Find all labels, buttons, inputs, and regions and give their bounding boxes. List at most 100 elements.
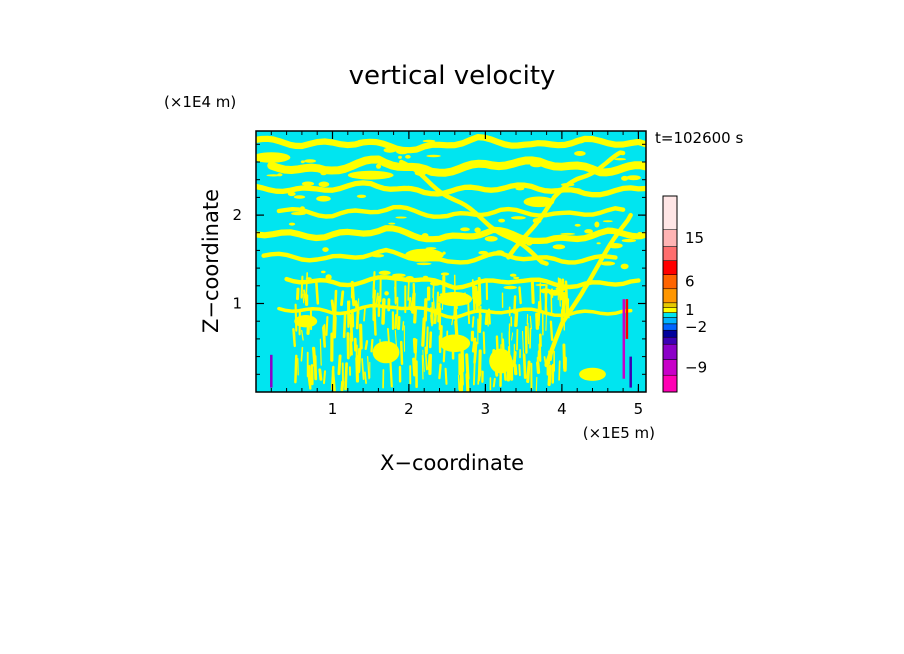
x-tick-label: 4: [557, 400, 567, 418]
colorbar-segment: [662, 317, 678, 325]
x-unit-label: (×1E5 m): [583, 424, 655, 442]
yellow-speckle: [301, 181, 315, 186]
yellow-streak: [424, 346, 428, 371]
yellow-speckle: [484, 236, 498, 242]
yellow-speckle: [478, 250, 489, 255]
yellow-streak: [535, 312, 540, 330]
yellow-streak: [361, 358, 365, 380]
colorbar-segment: [662, 312, 678, 318]
yellow-streak: [537, 300, 541, 321]
yellow-streak: [521, 330, 525, 355]
yellow-streak: [445, 330, 449, 350]
yellow-streak: [548, 350, 551, 365]
yellow-streak: [425, 326, 429, 355]
yellow-streak: [558, 360, 561, 381]
yellow-speckle: [277, 173, 283, 177]
yellow-streak: [465, 353, 470, 380]
yellow-streak: [530, 280, 535, 305]
yellow-speckle: [530, 162, 543, 168]
yellow-speckle: [291, 211, 306, 216]
yellow-patch: [347, 170, 394, 180]
yellow-speckle: [521, 240, 531, 245]
yellow-speckle: [416, 262, 432, 266]
yellow-speckle: [304, 159, 317, 163]
yellow-streak: [322, 326, 326, 348]
yellow-speckle: [607, 243, 623, 249]
yellow-speckle: [571, 188, 582, 193]
yellow-speckle: [307, 185, 312, 191]
y-unit-label: (×1E4 m): [164, 93, 236, 111]
colorbar-segment: [662, 274, 678, 290]
yellow-streak: [423, 298, 428, 322]
y-tick-label: 2: [232, 206, 242, 224]
yellow-streak: [511, 332, 514, 341]
yellow-speckle: [429, 281, 442, 286]
yellow-streak: [438, 363, 442, 380]
yellow-streak: [390, 342, 393, 357]
yellow-streak: [529, 315, 533, 330]
yellow-streak: [529, 327, 532, 349]
yellow-streak: [296, 287, 300, 301]
yellow-speckle: [405, 276, 414, 280]
yellow-streak: [342, 312, 347, 339]
yellow-speckle: [383, 147, 396, 153]
yellow-band: [261, 247, 618, 265]
yellow-streak: [410, 300, 414, 312]
yellow-speckle: [532, 218, 542, 224]
yellow-streak: [461, 344, 464, 354]
plot-frame: [255, 130, 647, 393]
yellow-streak: [412, 357, 417, 377]
yellow-streak: [506, 356, 511, 382]
yellow-streak: [314, 280, 320, 305]
yellow-streak: [474, 285, 479, 311]
yellow-speckle: [316, 195, 331, 202]
yellow-streak: [337, 354, 342, 376]
velocity-field: [256, 134, 646, 392]
yellow-streak: [459, 359, 464, 387]
yellow-streak: [513, 295, 517, 314]
yellow-patch: [372, 341, 400, 364]
yellow-band: [267, 155, 646, 177]
yellow-streak: [359, 323, 363, 350]
yellow-streak: [518, 286, 522, 305]
yellow-speckle: [460, 227, 470, 232]
yellow-streak: [471, 337, 477, 353]
yellow-streak: [308, 365, 312, 390]
colorbar-segment: [662, 343, 678, 360]
yellow-streak: [436, 291, 440, 313]
yellow-streak: [386, 327, 391, 347]
yellow-streak: [433, 308, 438, 325]
yellow-patch: [294, 315, 318, 328]
yellow-streak: [407, 278, 410, 301]
yellow-streak: [332, 307, 335, 336]
yellow-streak: [350, 280, 356, 307]
yellow-streak: [381, 298, 386, 325]
yellow-speckle: [614, 158, 626, 161]
colorbar-segment: [662, 195, 678, 230]
yellow-speckle: [266, 174, 281, 177]
colorbar-segment: [662, 329, 678, 338]
yellow-speckle: [396, 149, 409, 155]
yellow-streak: [294, 303, 298, 332]
yellow-streak: [319, 338, 322, 366]
yellow-streak: [430, 307, 433, 327]
yellow-speckle: [322, 247, 329, 253]
yellow-streak: [518, 364, 521, 377]
yellow-streak: [472, 358, 476, 386]
yellow-speckle: [561, 183, 575, 187]
yellow-speckle: [547, 237, 559, 240]
yellow-streak: [318, 368, 323, 381]
yellow-streak: [536, 361, 541, 374]
yellow-speckle: [560, 232, 576, 235]
yellow-streak: [527, 322, 530, 345]
yellow-speckle: [638, 163, 646, 168]
yellow-band: [544, 212, 633, 368]
yellow-speckle: [532, 239, 536, 242]
yellow-speckle: [540, 288, 551, 294]
yellow-streak: [454, 320, 459, 340]
yellow-speckle: [384, 291, 389, 296]
yellow-streak: [301, 329, 304, 341]
yellow-streak: [437, 302, 441, 323]
yellow-speckle: [288, 222, 296, 226]
yellow-streak: [477, 365, 481, 385]
